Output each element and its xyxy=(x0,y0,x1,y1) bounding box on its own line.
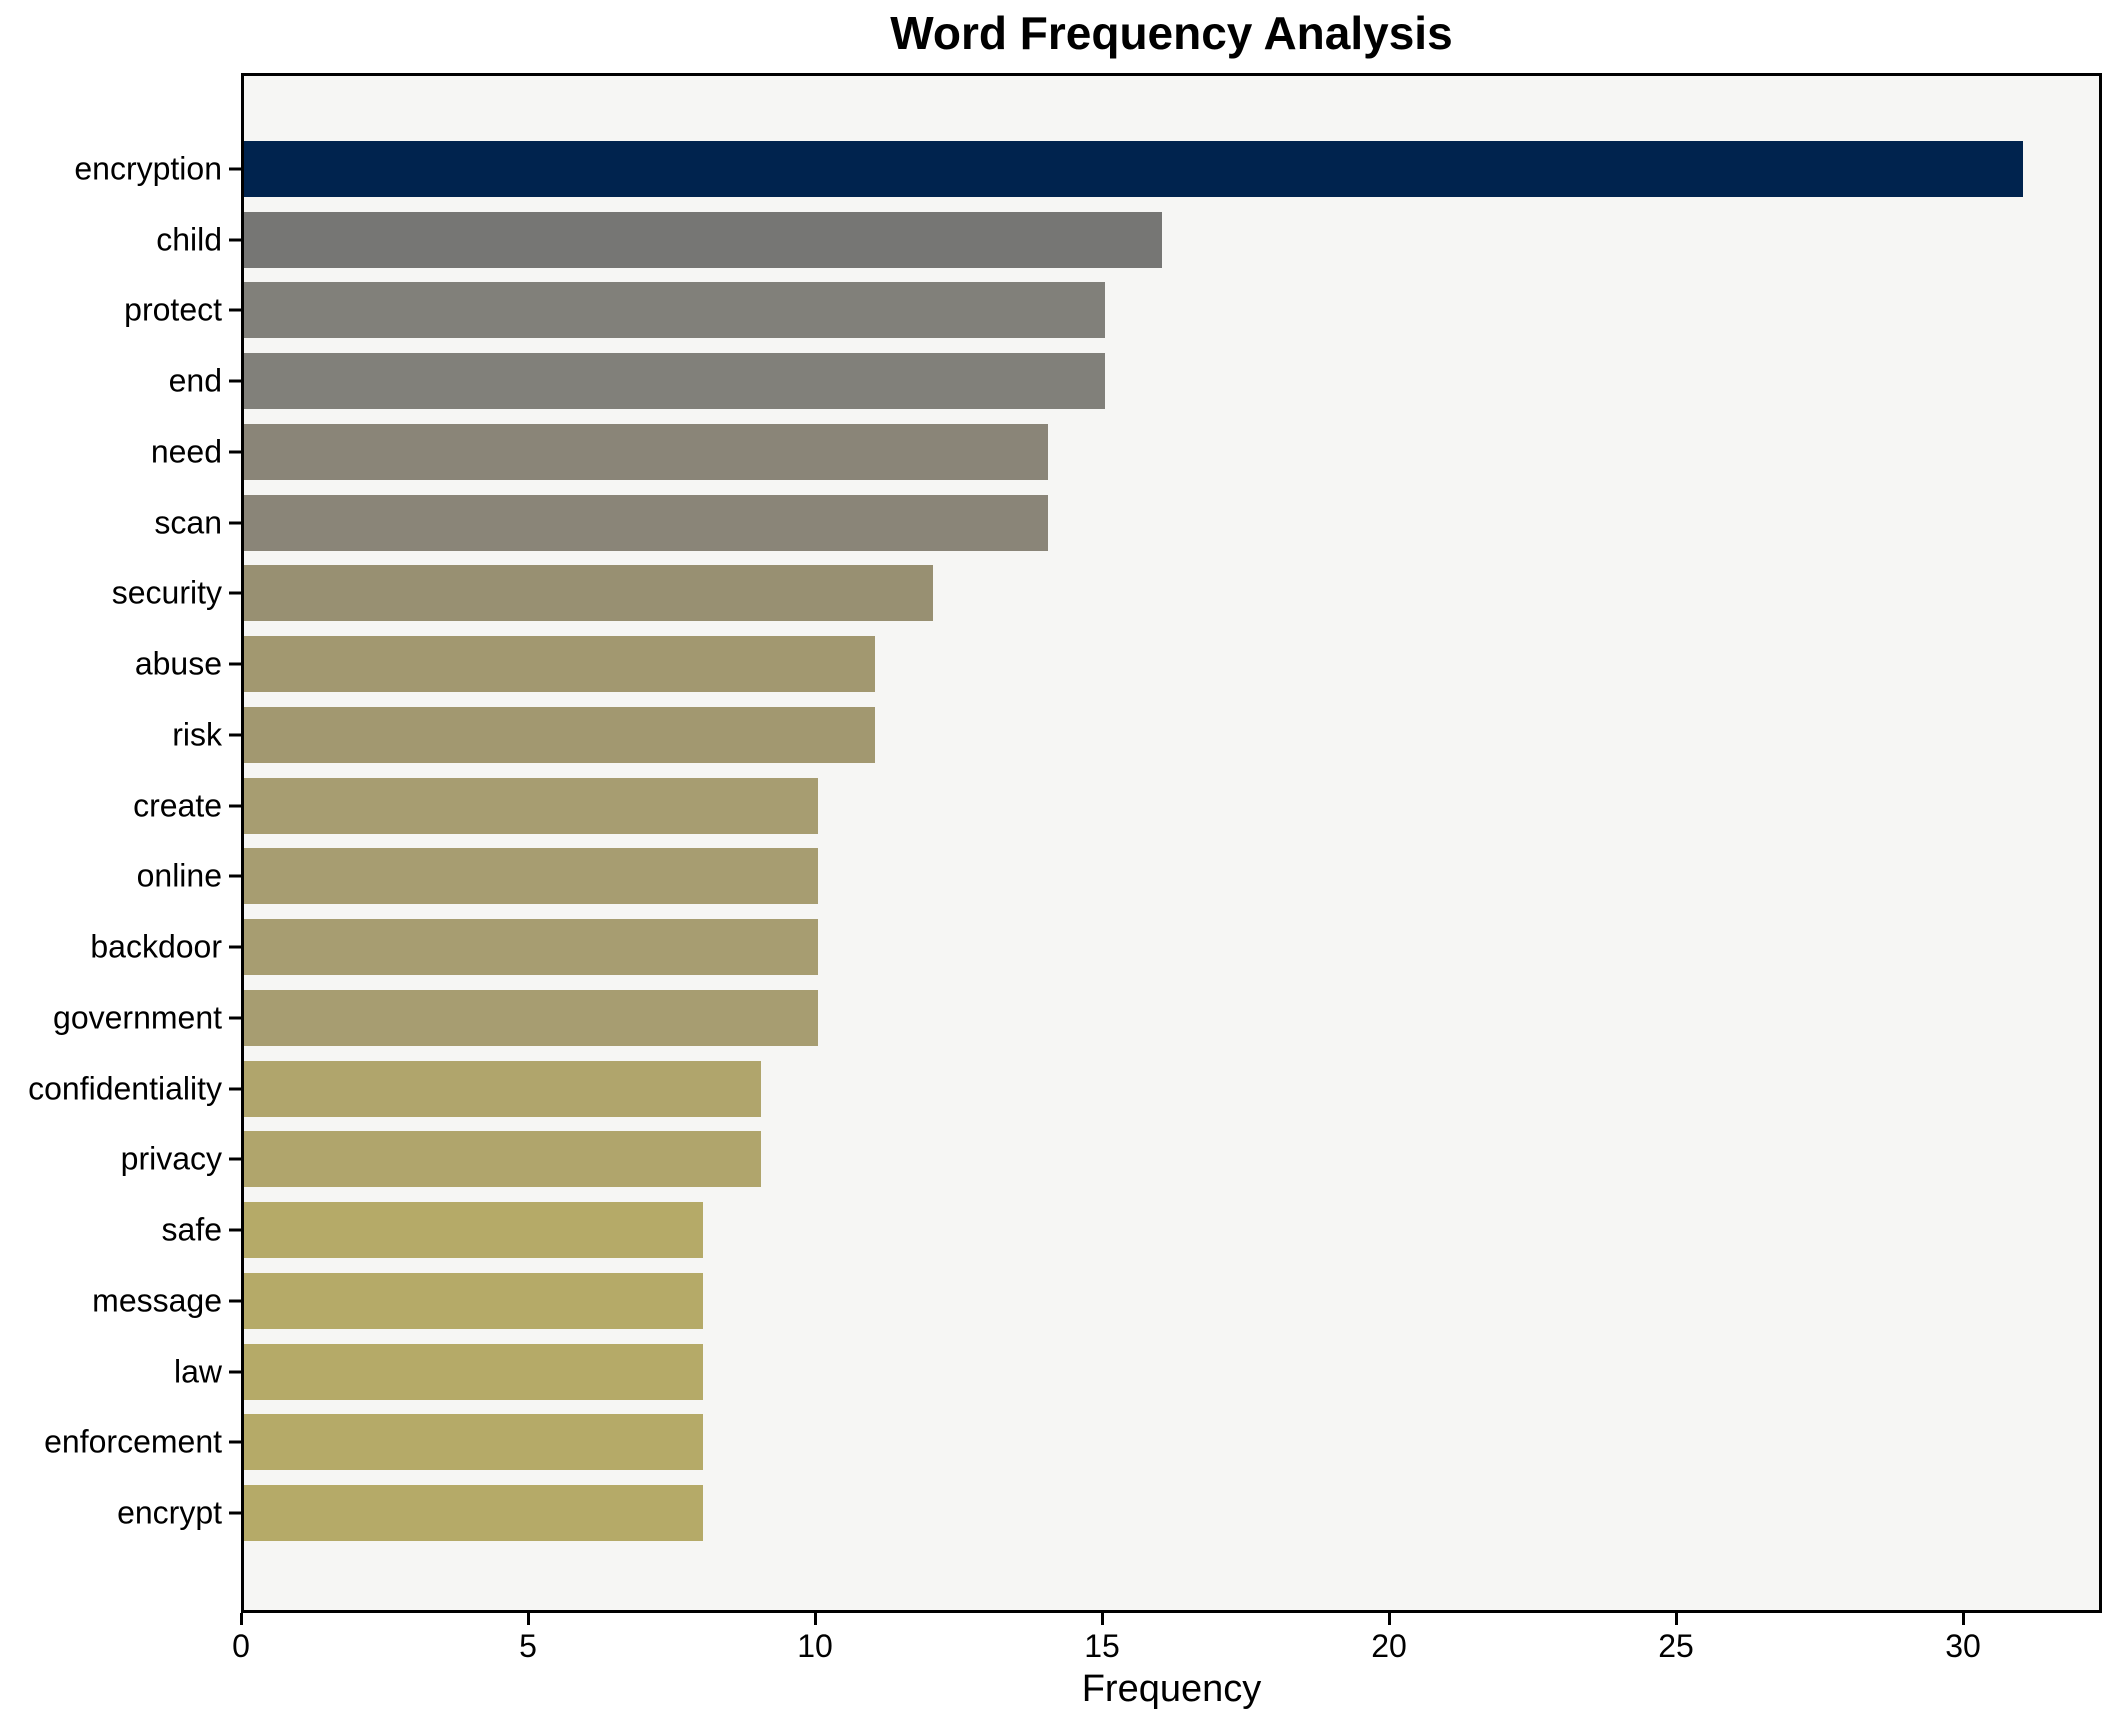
y-tick-label-end: end xyxy=(168,362,222,399)
bar-encryption xyxy=(244,141,2023,197)
y-tick-label-child: child xyxy=(156,221,222,258)
y-tick-mark xyxy=(229,1299,241,1303)
y-tick-label-encryption: encryption xyxy=(74,150,222,187)
x-tick-label-0: 0 xyxy=(232,1628,250,1664)
chart-title: Word Frequency Analysis xyxy=(890,7,1453,59)
x-tick-mark xyxy=(1674,1613,1678,1625)
y-tick-mark xyxy=(229,167,241,171)
x-axis-title: Frequency xyxy=(1081,1668,1262,1710)
x-tick-label-25: 25 xyxy=(1658,1628,1694,1664)
bar-need xyxy=(244,423,1048,480)
y-tick-label-law: law xyxy=(173,1353,222,1390)
x-tick-label-10: 10 xyxy=(797,1628,833,1664)
x-tick-mark xyxy=(239,1613,243,1625)
bar-risk xyxy=(244,706,875,763)
y-tick-label-need: need xyxy=(150,433,222,470)
y-tick-mark xyxy=(229,874,241,878)
y-tick-mark xyxy=(229,238,241,242)
y-tick-label-online: online xyxy=(136,857,222,894)
y-tick-label-security: security xyxy=(111,574,222,611)
y-tick-mark xyxy=(229,804,241,808)
y-tick-mark xyxy=(229,1228,241,1232)
y-tick-mark xyxy=(229,733,241,737)
bar-create xyxy=(244,777,818,834)
y-tick-mark xyxy=(229,1440,241,1444)
y-tick-mark xyxy=(229,591,241,595)
bar-enforcement xyxy=(244,1414,703,1471)
bar-privacy xyxy=(244,1131,761,1188)
bar-confidentiality xyxy=(244,1060,761,1117)
y-tick-label-scan: scan xyxy=(154,504,222,541)
x-tick-label-30: 30 xyxy=(1945,1628,1981,1664)
y-tick-label-protect: protect xyxy=(124,291,222,328)
x-tick-mark xyxy=(526,1613,530,1625)
y-tick-label-risk: risk xyxy=(172,716,222,753)
bar-scan xyxy=(244,494,1048,551)
x-tick-mark xyxy=(1100,1613,1104,1625)
x-tick-mark xyxy=(1387,1613,1391,1625)
x-tick-mark xyxy=(1961,1613,1965,1625)
bar-message xyxy=(244,1272,703,1329)
x-tick-label-15: 15 xyxy=(1084,1628,1120,1664)
y-tick-mark xyxy=(229,1016,241,1020)
y-tick-label-government: government xyxy=(53,999,222,1036)
y-tick-label-privacy: privacy xyxy=(120,1140,222,1177)
x-tick-mark xyxy=(813,1613,817,1625)
bar-protect xyxy=(244,282,1105,339)
bar-online xyxy=(244,848,818,905)
y-tick-mark xyxy=(229,1157,241,1161)
y-tick-mark xyxy=(229,521,241,525)
y-tick-mark xyxy=(229,662,241,666)
y-tick-label-create: create xyxy=(133,787,222,824)
bar-government xyxy=(244,989,818,1046)
y-tick-mark xyxy=(229,1511,241,1515)
bar-safe xyxy=(244,1202,703,1259)
bar-encrypt xyxy=(244,1485,703,1542)
y-tick-mark xyxy=(229,308,241,312)
y-tick-label-safe: safe xyxy=(161,1211,222,1248)
bar-child xyxy=(244,211,1162,268)
bar-law xyxy=(244,1343,703,1400)
y-tick-label-backdoor: backdoor xyxy=(90,928,222,965)
y-tick-label-abuse: abuse xyxy=(134,645,222,682)
y-tick-mark xyxy=(229,1370,241,1374)
bar-security xyxy=(244,565,933,622)
y-tick-mark xyxy=(229,450,241,454)
y-tick-label-confidentiality: confidentiality xyxy=(28,1070,222,1107)
plot-area xyxy=(241,73,2102,1613)
bar-end xyxy=(244,353,1105,410)
y-tick-label-encrypt: encrypt xyxy=(117,1494,222,1531)
y-tick-mark xyxy=(229,1087,241,1091)
bar-abuse xyxy=(244,636,875,693)
x-tick-label-5: 5 xyxy=(519,1628,537,1664)
y-tick-mark xyxy=(229,945,241,949)
x-tick-label-20: 20 xyxy=(1371,1628,1407,1664)
y-tick-label-message: message xyxy=(92,1282,222,1319)
bar-backdoor xyxy=(244,919,818,976)
y-tick-mark xyxy=(229,379,241,383)
y-tick-label-enforcement: enforcement xyxy=(44,1423,222,1460)
